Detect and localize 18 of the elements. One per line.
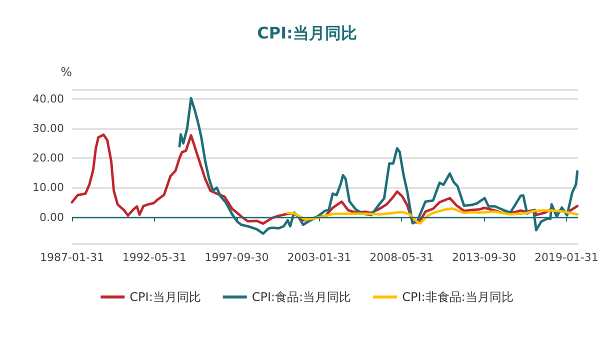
x-tick-label: 1987-01-31 [40, 251, 104, 264]
x-tick-label: 2003-01-31 [287, 251, 352, 264]
line-series [286, 207, 579, 225]
y-tick-label: 10.00 [32, 181, 64, 194]
legend-label: CPI:食品:当月同比 [252, 290, 352, 304]
legend-label: CPI:当月同比 [130, 290, 201, 304]
x-tick-label: 2019-01-31 [534, 251, 598, 264]
chart-title: CPI:当月同比 [257, 24, 357, 42]
x-tick-label: 1997-09-30 [204, 251, 269, 264]
y-tick-label: 0.00 [40, 210, 64, 224]
y-tick-label: 40.00 [32, 92, 64, 106]
y-tick-label: 30.00 [32, 122, 64, 135]
y-tick-label: 20.00 [32, 152, 64, 165]
legend-label: CPI:非食品:当月同比 [402, 290, 514, 304]
x-tick-label: 2013-09-30 [452, 251, 516, 264]
x-tick-label: 2008-05-31 [370, 251, 434, 264]
x-tick-label: 1992-05-31 [122, 251, 186, 264]
y-axis-title: % [60, 65, 72, 79]
